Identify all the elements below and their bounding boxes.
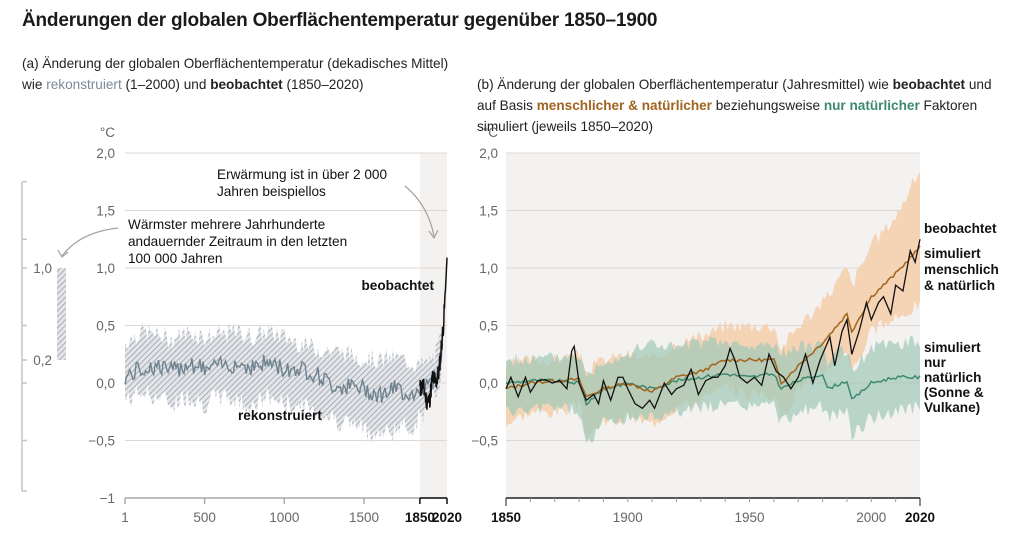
figure-title: Änderungen der globalen Oberflächentempe… — [22, 10, 658, 31]
side-low-label: 0,2 — [33, 353, 52, 368]
y-tick-label: −0,5 — [88, 434, 115, 449]
annotation-unprecedented: Erwärmung ist in über 2 000 — [217, 167, 387, 182]
subtitle-part: und auf Basis — [477, 77, 992, 113]
natural-only-band — [506, 335, 920, 443]
panel-b-subtitle: (b) Änderung der globalen Oberflächentem… — [477, 74, 997, 137]
y-tick-label: 0,0 — [479, 376, 498, 391]
subtitle-part: rekonstruiert — [46, 77, 122, 92]
y-tick-label: 1,0 — [96, 261, 115, 276]
subtitle-part: (a) Änderung der globalen Oberflächentem… — [22, 56, 449, 92]
x-tick-label: 500 — [193, 510, 216, 525]
label-human-natural: simuliert — [924, 246, 981, 261]
subtitle-part: beobachtet — [892, 77, 966, 92]
x-tick-label: 2020 — [432, 510, 462, 525]
x-tick-label: 1 — [121, 510, 129, 525]
panel-a-chart: 2,01,51,00,50,0−0,5−1°C1 500 1000 1500 18502… — [88, 125, 462, 525]
label-natural-only: Vulkane) — [924, 400, 980, 415]
x-tick-label: 1850 — [491, 510, 521, 525]
reconstructed-uncertainty-band — [125, 321, 443, 444]
subtitle-part: (b) Änderung der globalen Oberflächentem… — [477, 77, 893, 92]
x-tick-label: 1850 — [405, 510, 435, 525]
chart-labels: Erwärmung ist in über 2 000 Jahren beispi… — [128, 167, 999, 423]
human-natural-line — [505, 245, 921, 398]
annotation-unprecedented: Jahren beispiellos — [217, 184, 326, 199]
x-tick-label: 1500 — [349, 510, 379, 525]
label-human-natural: menschlich — [924, 262, 999, 277]
subtitle-part: (1850–2020) — [282, 77, 364, 92]
x-tick-label: 1900 — [613, 510, 643, 525]
y-tick-label: 2,0 — [479, 146, 498, 161]
panel-b-chart: 2,0 1,5 1,0 0,5 0,0 −0,5 °C 1850 1900 1950 2000 202… — [471, 125, 935, 525]
subtitle-part: beziehungsweise — [711, 98, 824, 113]
y-tick-label: 1,5 — [96, 204, 115, 219]
label-natural-only: simuliert — [924, 340, 981, 355]
observed-line-a — [419, 257, 448, 410]
annotation-warmest-period: Wärmster mehrere Jahrhunderte — [128, 217, 325, 232]
annotation-warmest-period: 100 000 Jahren — [128, 251, 222, 266]
subtitle-part: nur natürlicher — [823, 98, 920, 113]
panel-a-subtitle: (a) Änderung der globalen Oberflächentem… — [22, 53, 462, 95]
observed-line-b — [505, 239, 921, 410]
label-observed-b: beobachtet — [924, 221, 997, 236]
y-unit-label: °C — [100, 125, 115, 140]
reconstructed-line — [124, 343, 444, 403]
x-tick-label: 2020 — [905, 510, 935, 525]
label-reconstructed: rekonstruiert — [238, 408, 322, 423]
y-tick-label: −0,5 — [471, 434, 498, 449]
label-natural-only: natürlich — [924, 370, 981, 385]
subtitle-part: beobachtet — [210, 77, 283, 92]
annotation-warmest-period: andauernder Zeitraum in den letzten — [128, 234, 347, 249]
x-tick-label: 2000 — [856, 510, 886, 525]
arrow-head-icon — [57, 249, 69, 258]
y-tick-label: 1,5 — [479, 204, 498, 219]
y-tick-label: 0,0 — [96, 376, 115, 391]
side-high-label: 1,0 — [33, 261, 52, 276]
x-tick-label: 1000 — [269, 510, 299, 525]
side-range-indicator: 1,0 0,2 — [21, 181, 119, 492]
subtitle-part: menschlicher & natürlicher — [536, 98, 712, 113]
y-unit-label: °C — [483, 125, 498, 140]
annotation-arrow-left — [61, 227, 119, 257]
y-tick-label: 0,5 — [96, 319, 115, 334]
label-natural-only: nur — [924, 355, 947, 370]
label-observed-a: beobachtet — [361, 278, 434, 293]
label-natural-only: (Sonne & — [924, 385, 984, 400]
y-tick-label: 1,0 — [479, 261, 498, 276]
subtitle-part: Faktoren simuliert (jeweils 1850–2020) — [477, 98, 978, 134]
y-tick-label: 0,5 — [479, 319, 498, 334]
annotation-arrow-right — [404, 185, 435, 237]
y-tick-label: 2,0 — [96, 146, 115, 161]
subtitle-part: (1–2000) und — [121, 77, 211, 92]
arrow-head-icon — [428, 229, 439, 240]
x-tick-label: 1950 — [735, 510, 765, 525]
natural-only-line — [505, 372, 921, 407]
label-human-natural: & natürlich — [924, 278, 995, 293]
side-range-bar — [57, 268, 66, 360]
y-tick-label: −1 — [100, 491, 115, 506]
